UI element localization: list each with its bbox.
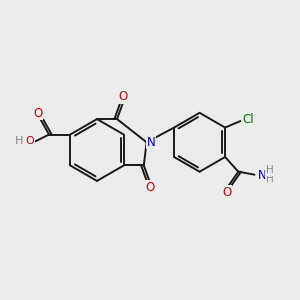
Text: O: O (26, 136, 34, 146)
Text: O: O (222, 186, 231, 199)
Text: H: H (266, 165, 274, 175)
Text: O: O (33, 107, 43, 120)
Text: O: O (119, 91, 128, 103)
Text: Cl: Cl (243, 113, 254, 126)
Text: H: H (15, 136, 23, 146)
Text: N: N (147, 136, 156, 149)
Text: O: O (146, 181, 155, 194)
Text: H: H (266, 174, 274, 184)
Text: N: N (257, 169, 266, 182)
